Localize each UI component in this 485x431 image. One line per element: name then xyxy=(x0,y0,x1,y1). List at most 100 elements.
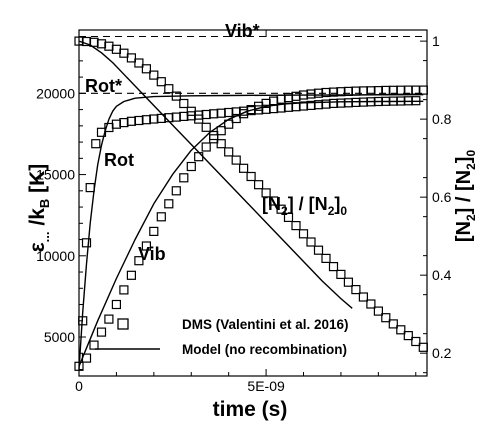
dms-point-rot-36 xyxy=(336,98,346,108)
dms-point--n2-n2-0-25 xyxy=(261,188,271,198)
dms-point--n2-n2-0-18 xyxy=(209,130,219,141)
dms-point-rot-9 xyxy=(134,115,144,126)
dms-point--n2-n2-0-39 xyxy=(366,299,376,309)
y-right-tick-label-3: 0.8 xyxy=(432,111,452,127)
dms-point-rot-3 xyxy=(91,139,101,149)
dms-point-rot-2 xyxy=(85,183,95,193)
dms-point-vib-9 xyxy=(141,241,151,251)
dms-point--n2-n2-0-15 xyxy=(186,106,196,116)
conc-part-b: ] / [N xyxy=(288,194,328,214)
y-right-c-sub: 0 xyxy=(464,150,478,157)
dms-point-rot-6 xyxy=(111,119,122,129)
dms-point-vib-15 xyxy=(186,161,196,172)
y-left-tail: [K] xyxy=(26,164,49,199)
dms-point-vib-26 xyxy=(269,96,279,106)
conc-sub-b: 2 xyxy=(328,204,335,218)
dms-point--n2-n2-0-41 xyxy=(381,313,391,323)
dms-point--n2-n2-0-35 xyxy=(336,269,346,279)
dms-point--n2-n2-0-14 xyxy=(179,98,189,109)
dms-point--n2-n2-0-46 xyxy=(418,342,428,352)
concentration-label: [N2] / [N2]0 xyxy=(262,194,347,218)
dms-point--n2-n2-0-34 xyxy=(328,262,339,272)
dms-point-rot-18 xyxy=(201,109,211,120)
dms-point-vib-12 xyxy=(164,199,174,209)
dms-point-vib-8 xyxy=(134,256,144,266)
x-tick-label-1: 5E-09 xyxy=(247,378,285,394)
x-axis-title: time (s) xyxy=(213,398,288,421)
model-line--n2-n2-0 xyxy=(78,40,353,309)
dms-point-rot-37 xyxy=(343,98,353,108)
dms-point--n2-n2-0-19 xyxy=(216,139,226,149)
dms-point--n2-n2-0-5 xyxy=(111,44,122,54)
dms-point-rot-8 xyxy=(126,116,137,126)
dms-point--n2-n2-0-16 xyxy=(194,114,204,124)
dms-point-rot-19 xyxy=(209,109,219,119)
dms-point-vib-11 xyxy=(156,212,166,222)
legend-label-dms: DMS (Valentini et al. 2016) xyxy=(182,317,349,332)
dms-point-rot-10 xyxy=(141,115,151,125)
y-left-mid: /k xyxy=(26,208,49,232)
conc-sub-c: 0 xyxy=(340,204,347,218)
dms-point-vib-19 xyxy=(216,126,226,136)
dms-point--n2-n2-0-42 xyxy=(388,319,398,329)
dms-point--n2-n2-0-10 xyxy=(149,70,159,80)
x-tick-label-0: 0 xyxy=(75,378,83,394)
dms-point-vib-3 xyxy=(96,327,107,337)
y-right-b-sub: 2 xyxy=(464,163,478,170)
dms-point--n2-n2-0-38 xyxy=(358,292,368,302)
conc-sub-a: 2 xyxy=(281,204,288,218)
y-left-epsilon: ε xyxy=(26,242,49,252)
dms-point--n2-n2-0-8 xyxy=(134,58,144,68)
dms-point-vib-34 xyxy=(328,87,339,97)
conc-part-a: [N xyxy=(262,194,281,214)
dms-point--n2-n2-0-31 xyxy=(306,237,316,247)
dms-point--n2-n2-0-33 xyxy=(321,253,331,263)
dms-point--n2-n2-0-45 xyxy=(411,336,421,347)
y-right-c: ] xyxy=(453,157,475,164)
dms-point-vib-4 xyxy=(104,314,114,324)
vib-star-label: Vib* xyxy=(225,21,260,41)
dms-point--n2-n2-0-12 xyxy=(164,84,174,94)
legend-label-model: Model (no recombination) xyxy=(182,342,347,357)
rot-star-label: Rot* xyxy=(85,76,122,96)
vib-label: Vib xyxy=(138,244,166,264)
y-right-tick-label-2: 0.6 xyxy=(432,189,452,205)
y-axis-title-right: [N2] / [N2]0 xyxy=(453,150,478,243)
conc-part-c: ] xyxy=(334,194,340,214)
dms-point-rot-11 xyxy=(149,114,159,124)
y-axis-title-left: ε... /kB [K] xyxy=(26,164,52,253)
dms-point-vib-16 xyxy=(194,152,204,162)
dms-point--n2-n2-0-26 xyxy=(269,196,279,206)
y-left-tick-label-3: 20000 xyxy=(36,85,75,101)
dms-point-vib-18 xyxy=(209,134,219,144)
plot-frame xyxy=(78,29,428,377)
legend: DMS (Valentini et al. 2016) Model (no re… xyxy=(95,317,349,357)
dms-point-vib-13 xyxy=(171,186,181,196)
model-line-rot xyxy=(78,94,424,370)
dms-point-rot-1 xyxy=(81,238,92,248)
dms-point-rot-21 xyxy=(224,107,234,118)
dms-point-vib-7 xyxy=(126,270,137,280)
dms-point-vib-20 xyxy=(224,119,234,129)
dms-point--n2-n2-0-20 xyxy=(224,147,234,157)
dms-point--n2-n2-0-7 xyxy=(126,53,137,63)
y-left-tick-label-0: 5000 xyxy=(44,329,75,345)
dms-point--n2-n2-0-40 xyxy=(373,306,383,316)
dms-point-vib-17 xyxy=(201,142,211,152)
dms-point-vib-5 xyxy=(111,299,122,310)
dms-point-vib-31 xyxy=(306,89,316,99)
rot-label: Rot xyxy=(104,150,134,170)
legend-marker-square xyxy=(117,318,129,330)
dms-point-vib-10 xyxy=(149,226,159,236)
model-line-vib xyxy=(78,100,424,367)
y-left-sub-b: B xyxy=(37,199,52,208)
series-layer xyxy=(74,36,428,371)
dms-point--n2-n2-0-23 xyxy=(246,171,256,182)
y-right-a: [N xyxy=(453,221,475,242)
dms-point--n2-n2-0-24 xyxy=(254,180,264,190)
y-right-tick-label-4: 1 xyxy=(432,33,440,49)
y-right-tick-label-0: 0.2 xyxy=(432,345,452,361)
dms-point-rot-15 xyxy=(179,111,189,122)
dms-point-rot-14 xyxy=(171,112,181,122)
